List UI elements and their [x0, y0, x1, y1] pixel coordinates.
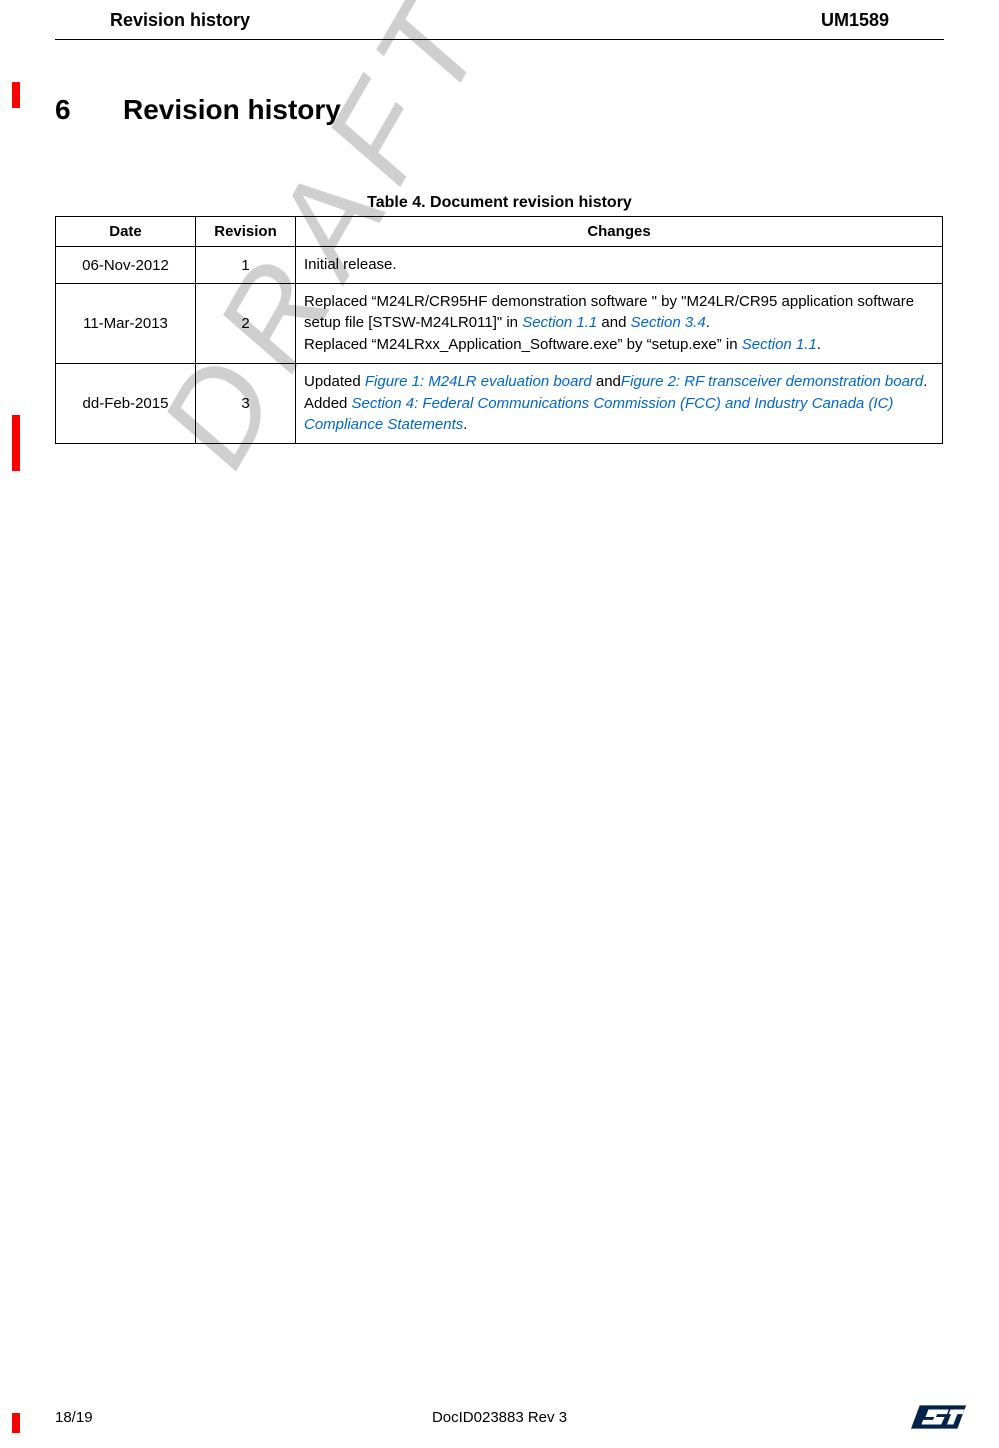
text-run: . [463, 416, 467, 433]
table-caption: Table 4. Document revision history [0, 194, 999, 212]
section-heading: 6 Revision history [0, 40, 999, 126]
text-run: and [596, 373, 621, 390]
text-run: . [817, 336, 821, 353]
change-bar [12, 415, 20, 471]
text-run: Initial release. [304, 256, 397, 273]
table-row: dd-Feb-20153Updated Figure 1: M24LR eval… [56, 364, 943, 444]
text-run: . [923, 373, 927, 390]
cell-revision: 2 [196, 284, 296, 364]
cell-date: 11-Mar-2013 [56, 284, 196, 364]
cell-date: 06-Nov-2012 [56, 247, 196, 284]
table-row: 11-Mar-20132Replaced “M24LR/CR95HF demon… [56, 284, 943, 364]
cross-ref-link[interactable]: Section 4: Federal Communications Commis… [304, 395, 893, 432]
section-title: Revision history [123, 94, 341, 126]
col-header-changes: Changes [296, 217, 943, 247]
footer-doc-id: DocID023883 Rev 3 [0, 1409, 999, 1426]
col-header-revision: Revision [196, 217, 296, 247]
cell-revision: 1 [196, 247, 296, 284]
cross-ref-link[interactable]: Section 3.4 [631, 314, 706, 331]
change-bar [12, 82, 20, 108]
text-run: Added [304, 395, 352, 412]
cell-changes: Replaced “M24LR/CR95HF demonstration sof… [296, 284, 943, 364]
cell-revision: 3 [196, 364, 296, 444]
st-logo [911, 1398, 969, 1436]
cross-ref-link[interactable]: Section 1.1 [522, 314, 597, 331]
cross-ref-link[interactable]: Figure 1: M24LR evaluation board [365, 373, 596, 390]
text-run: Replaced “M24LRxx_Application_Software.e… [304, 336, 742, 353]
page-footer: 18/19 DocID023883 Rev 3 [0, 1409, 999, 1426]
page-header: Revision history UM1589 [55, 0, 944, 40]
cross-ref-link[interactable]: Figure 2: RF transceiver demonstration b… [621, 373, 923, 390]
text-run: and [597, 314, 630, 331]
text-run: Updated [304, 373, 365, 390]
revision-history-table: Date Revision Changes 06-Nov-20121 Initia… [55, 216, 943, 444]
col-header-date: Date [56, 217, 196, 247]
cell-changes: Updated Figure 1: M24LR evaluation board… [296, 364, 943, 444]
cell-changes: Initial release. [296, 247, 943, 284]
section-number: 6 [55, 94, 123, 126]
text-run: . [706, 314, 710, 331]
header-section-name: Revision history [110, 10, 250, 31]
cell-date: dd-Feb-2015 [56, 364, 196, 444]
table-row: 06-Nov-20121 Initial release. [56, 247, 943, 284]
table-header-row: Date Revision Changes [56, 217, 943, 247]
change-bar [12, 1413, 20, 1433]
cross-ref-link[interactable]: Section 1.1 [742, 336, 817, 353]
header-doc-id: UM1589 [821, 10, 889, 31]
